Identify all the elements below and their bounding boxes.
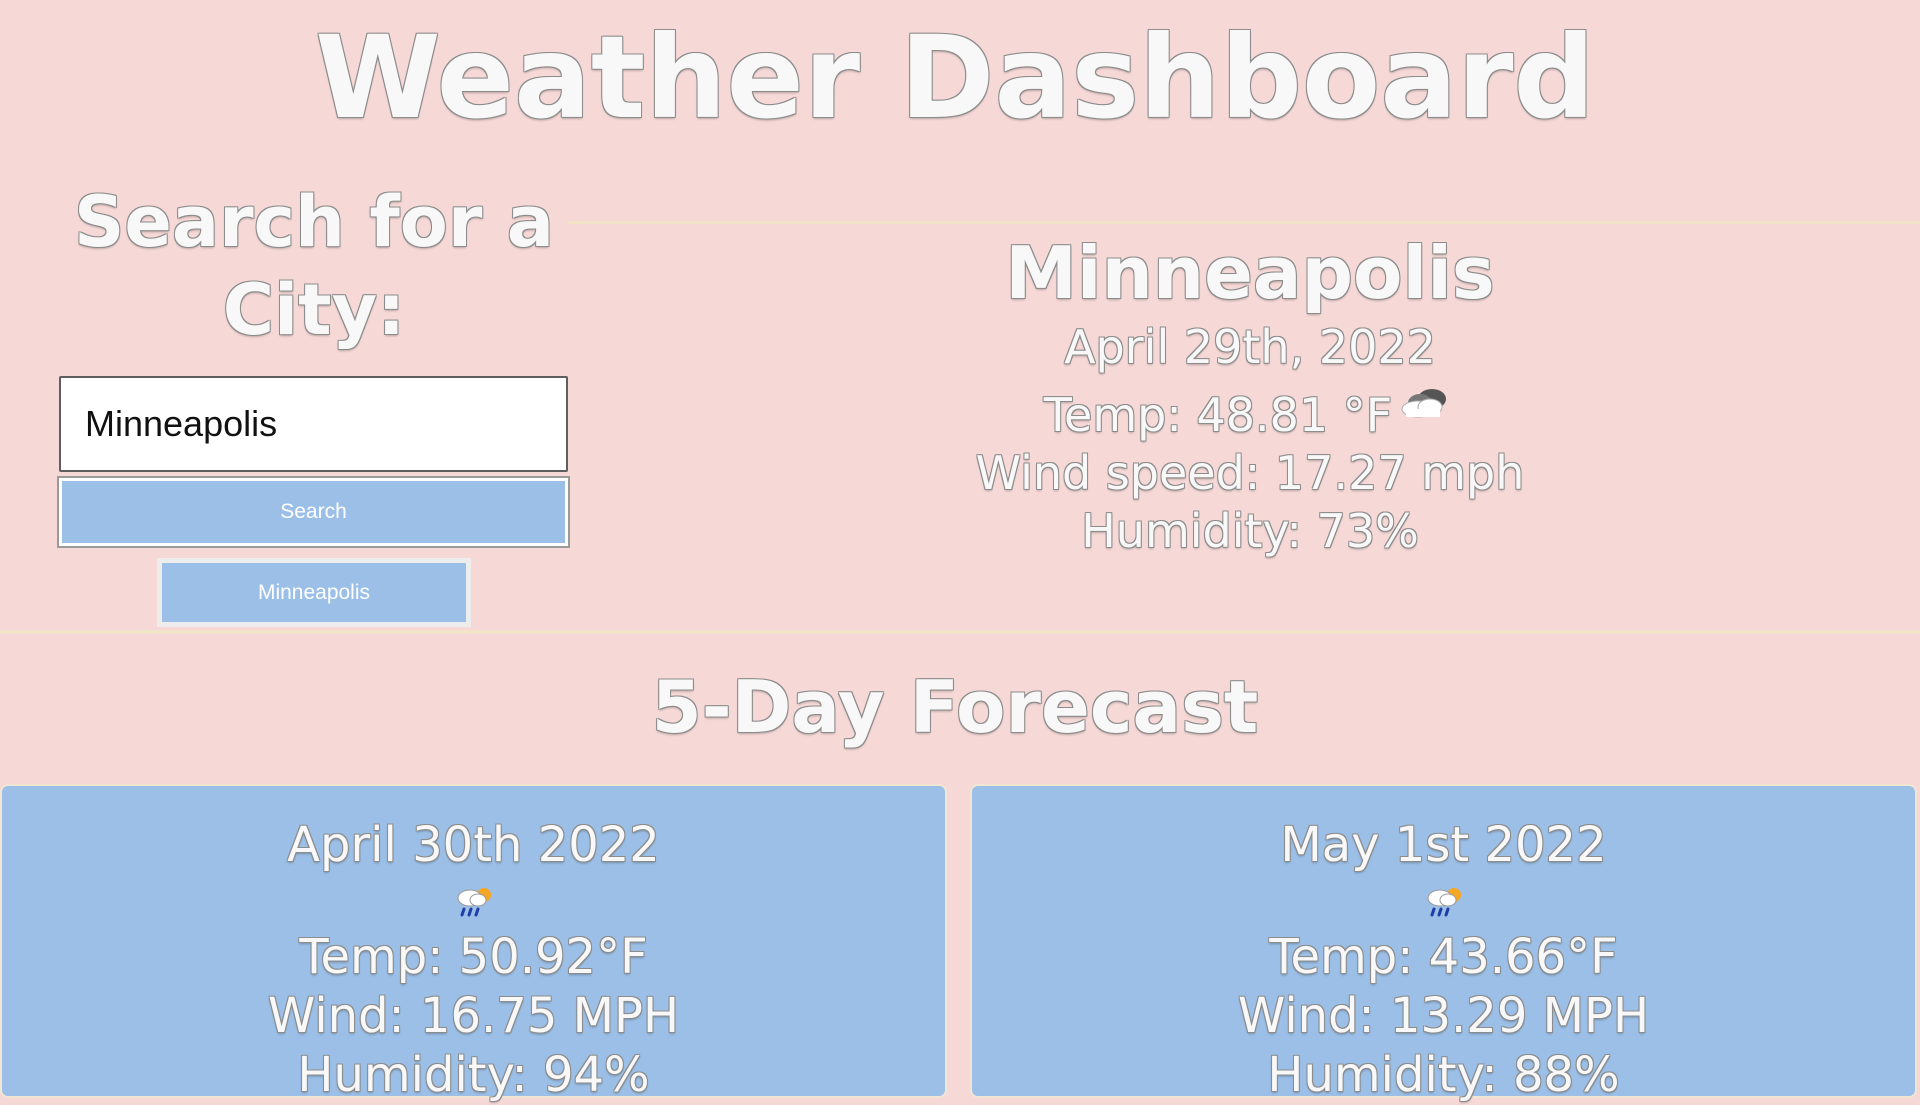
history-button-minneapolis[interactable]: Minneapolis <box>157 558 471 627</box>
forecast-wind: Wind: 16.75 MPH <box>267 988 680 1044</box>
page-title: Weather Dashboard <box>314 11 1596 144</box>
divider <box>568 221 1920 224</box>
forecast-date: May 1st 2022 <box>1280 817 1607 873</box>
current-wind: Wind speed: 17.27 mph <box>975 446 1525 500</box>
forecast-date: April 30th 2022 <box>287 817 660 873</box>
city-search-input[interactable] <box>59 376 568 472</box>
current-humidity: Humidity: 73% <box>1081 504 1419 558</box>
forecast-humidity: Humidity: 88% <box>1267 1047 1620 1103</box>
forecast-wind: Wind: 13.29 MPH <box>1237 988 1650 1044</box>
current-temp-row: Temp: 48.81 °F <box>850 386 1650 444</box>
current-weather: Minneapolis April 29th, 2022 Temp: 48.81… <box>850 228 1650 560</box>
rain-sun-icon <box>2 876 945 928</box>
cloud-icon <box>1398 378 1456 436</box>
current-date: April 29th, 2022 <box>1064 320 1436 374</box>
divider <box>0 630 1920 634</box>
search-heading: Search for a City: <box>73 181 555 351</box>
forecast-temp: Temp: 43.66°F <box>1269 929 1618 985</box>
forecast-temp: Temp: 50.92°F <box>299 929 648 985</box>
current-city: Minneapolis <box>1005 231 1495 315</box>
forecast-card: April 30th 2022 Temp: 50.92°F Wind: 16.7… <box>2 786 945 1103</box>
forecast-card: May 1st 2022 Temp: 43.66°F Wind: 13.29 M… <box>972 786 1915 1103</box>
current-temp: Temp: 48.81 °F <box>1043 388 1393 442</box>
forecast-humidity: Humidity: 94% <box>297 1047 650 1103</box>
search-button[interactable]: Search <box>59 478 568 546</box>
forecast-heading: 5-Day Forecast <box>651 665 1259 749</box>
rain-sun-icon <box>972 876 1915 928</box>
